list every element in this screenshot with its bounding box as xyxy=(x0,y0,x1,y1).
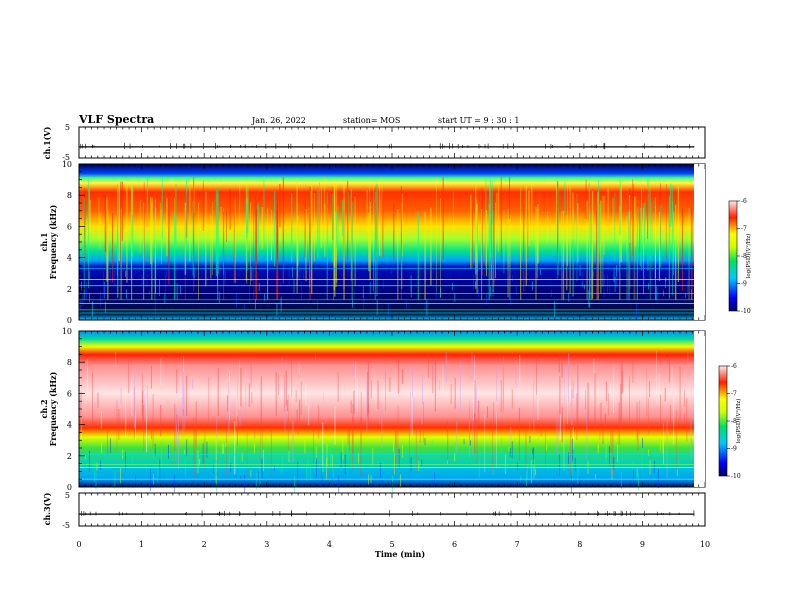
time-tick-label: 8 xyxy=(577,540,582,549)
frequency-tick-label: 0 xyxy=(67,483,72,492)
colorbar-tick-label: -8 xyxy=(741,253,747,260)
frequency-tick-label: 6 xyxy=(67,389,72,398)
frequency-tick-label: 10 xyxy=(62,327,72,336)
header-date: Jan. 26, 2022 xyxy=(251,116,306,125)
colorbar-tick-label: -10 xyxy=(741,308,751,315)
time-axis-tick-marks xyxy=(78,127,706,526)
ch2-colorbar-ticks: -6 -7 -8 -9 -10 xyxy=(727,363,741,480)
colorbar-tick-label: -8 xyxy=(731,418,737,425)
frequency-tick-label: 6 xyxy=(67,222,72,231)
ch1-colorbar-gradient xyxy=(728,200,738,312)
time-axis-label: Time (min) xyxy=(375,549,425,559)
frequency-tick-label: 8 xyxy=(67,358,72,367)
colorbar-tick-label: -6 xyxy=(741,198,747,205)
frequency-tick-label: 0 xyxy=(67,316,72,325)
ch2-spectrogram-streaks xyxy=(80,351,693,497)
ch1-channel-label: ch.1 xyxy=(39,232,49,251)
colorbar-tick-label: -7 xyxy=(741,226,747,233)
time-tick-label: 0 xyxy=(76,540,81,549)
time-tick-label: 7 xyxy=(515,540,520,549)
ch2-spectrogram-panel: 0 2 4 6 8 10 ch.2 Frequency (kHz) -6 -7 -8 -9 -10… xyxy=(39,327,742,497)
ch3-ytick-bottom: -5 xyxy=(62,521,70,530)
ch1-waveform-ylabel: ch.1(V) xyxy=(42,126,52,159)
ch2-colorbar: -6 -7 -8 -9 -10 log(PSD)(V²/Hz) xyxy=(718,363,742,480)
ch1-waveform-spikes xyxy=(80,142,690,150)
time-tick-label: 4 xyxy=(327,540,332,549)
time-tick-label: 10 xyxy=(700,540,710,549)
ch1-waveform-frame xyxy=(78,126,706,159)
frequency-tick-label: 2 xyxy=(67,452,72,461)
no-data-strip xyxy=(694,331,705,487)
time-tick-label: 3 xyxy=(264,540,269,549)
time-tick-label: 9 xyxy=(640,540,645,549)
ch1-colorbar: -6 -7 -8 -9 -10 log(PSD)(V²/Hz) xyxy=(728,198,752,315)
time-tick-label: 6 xyxy=(452,540,457,549)
frequency-tick-label: 8 xyxy=(67,191,72,200)
ch1-colorbar-ticks: -6 -7 -8 -9 -10 xyxy=(737,198,751,315)
frequency-tick-label: 2 xyxy=(67,285,72,294)
ch1-colorbar-label: log(PSD)(V²/Hz) xyxy=(745,234,752,279)
colorbar-tick-label: -9 xyxy=(731,446,737,453)
header-start-time: start UT = 9 : 30 : 1 xyxy=(438,116,519,125)
time-tick-label: 2 xyxy=(202,540,207,549)
ch2-colorbar-gradient xyxy=(718,365,728,477)
ch2-channel-label: ch.2 xyxy=(39,399,49,418)
ch1-frequency-ylabel: Frequency (kHz) xyxy=(48,204,58,279)
frequency-tick-label: 4 xyxy=(67,254,72,263)
ch1-spectrogram-panel: 0 2 4 6 8 10 ch.1 Frequency (kHz) -6 -7 -8 -9 -10… xyxy=(39,160,752,325)
ch2-frequency-ylabel: Frequency (kHz) xyxy=(48,371,58,446)
ch3-waveform-ylabel: ch.3(V) xyxy=(42,492,52,525)
frequency-tick-label: 10 xyxy=(62,160,72,169)
ch2-colorbar-label: log(PSD)(V²/Hz) xyxy=(735,399,742,444)
colorbar-tick-label: -9 xyxy=(741,281,747,288)
time-tick-label: 5 xyxy=(389,540,394,549)
ch3-waveform-spikes xyxy=(81,510,695,517)
no-data-strip xyxy=(694,164,705,320)
ch1-ytick-bottom: -5 xyxy=(62,153,70,162)
ch1-waveform-panel: 5 -5 ch.1(V) xyxy=(42,123,706,162)
figure-title: VLF Spectra xyxy=(78,113,154,126)
frequency-tick-label: 4 xyxy=(67,421,72,430)
ch1-ytick-top: 5 xyxy=(65,123,70,132)
ch2-spectrogram-image xyxy=(79,331,694,487)
colorbar-tick-label: -10 xyxy=(731,473,741,480)
ch3-ytick-top: 5 xyxy=(65,491,70,500)
header-station: station= MOS xyxy=(343,116,400,125)
ch1-narrowband-lines xyxy=(79,268,695,314)
ch2-narrowband-lines xyxy=(79,453,695,480)
time-tick-label: 1 xyxy=(139,540,144,549)
time-axis-tick-labels: 0 1 2 3 4 5 6 7 8 9 10 xyxy=(76,540,710,549)
ch1-spectrogram-image xyxy=(79,164,694,320)
colorbar-tick-label: -7 xyxy=(731,391,737,398)
colorbar-tick-label: -6 xyxy=(731,363,737,370)
